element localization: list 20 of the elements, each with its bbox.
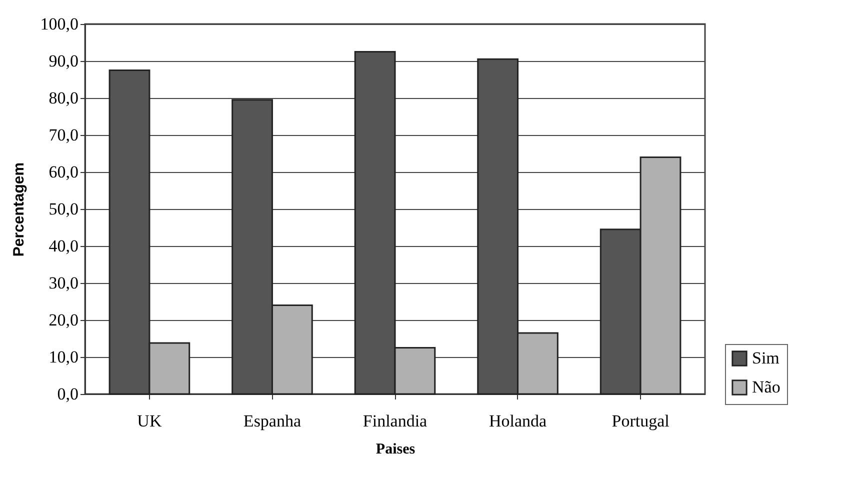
y-tick-label: 100,0 [40,14,78,34]
y-tick-label: 80,0 [48,88,78,108]
y-tick-label: 30,0 [48,274,78,292]
x-tick-label: Espanha [243,412,302,430]
y-tick-label: 70,0 [48,126,78,144]
x-tick-label: UK [137,412,162,430]
legend-label: Sim [752,348,780,368]
legend-label: Não [752,378,780,396]
x-axis-title: Paises [376,442,416,458]
x-tick-label: Portugal [612,412,670,430]
y-tick-label: 60,0 [48,162,78,182]
x-tick-label: Holanda [488,412,548,430]
y-tick-label: 90,0 [48,52,78,70]
y-tick-label: 10,0 [48,348,78,366]
y-tick-label: 40,0 [48,236,78,256]
y-tick-label: 0,0 [57,384,78,404]
x-tick-label: Finlandia [362,412,428,430]
y-tick-label: 50,0 [48,200,78,218]
y-axis-title: Percentagem [10,162,28,257]
y-tick-label: 20,0 [48,310,78,330]
